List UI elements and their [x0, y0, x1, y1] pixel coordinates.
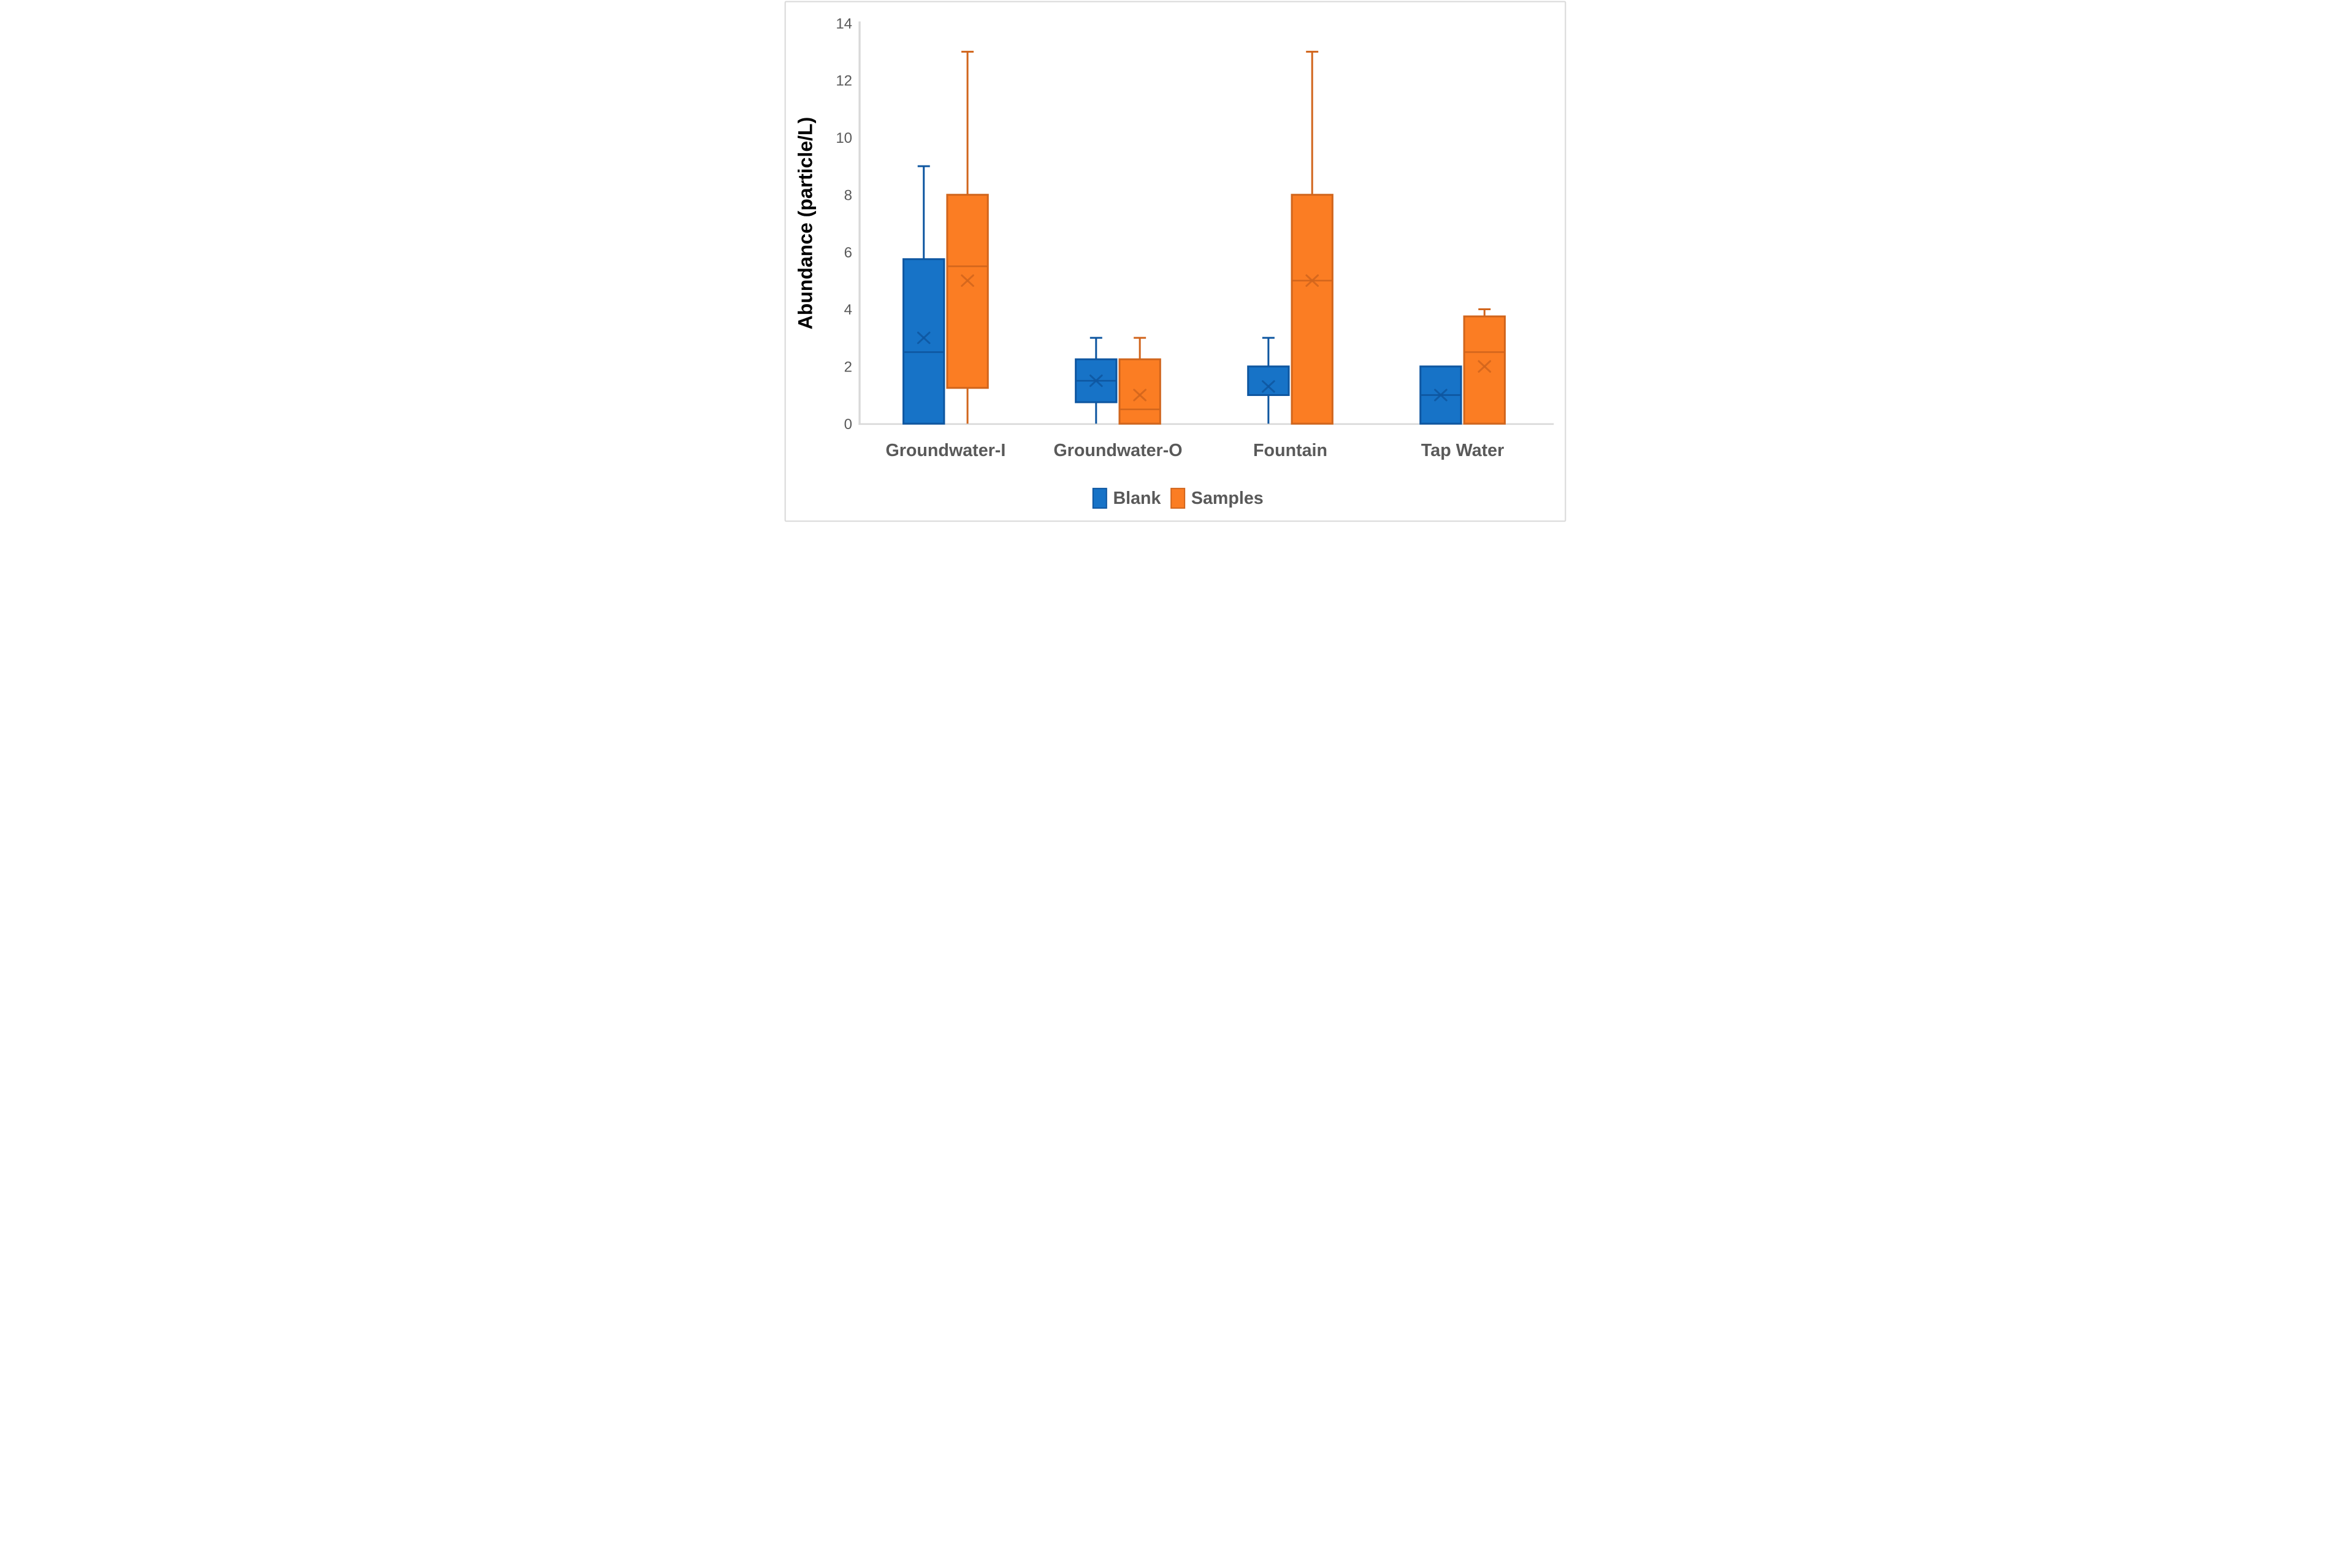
boxplot-figure: 0 2 4 6 8 10 12 14 Abundance (particle/L) Groun…: [783, 0, 1567, 523]
legend-label-samples: Samples: [1191, 489, 1263, 508]
y-tick-label-10: 10: [836, 130, 852, 147]
mean-x-marker: [917, 331, 931, 344]
category-label-fountain: Fountain: [1253, 441, 1327, 460]
legend-swatch-samples: [1170, 487, 1185, 509]
box-samples-tap-water: [1463, 308, 1506, 425]
legend-swatch-blank: [1092, 487, 1107, 509]
y-axis-title: Abundance (particle/L): [794, 117, 816, 330]
category-label-groundwater-i: Groundwater-I: [885, 441, 1005, 460]
iqr-box: [902, 258, 945, 425]
mean-x-marker: [1132, 389, 1146, 402]
iqr-box: [1291, 194, 1333, 425]
mean-x-marker: [1433, 389, 1448, 402]
mean-x-marker: [1089, 374, 1103, 387]
y-tick-label-8: 8: [844, 187, 852, 204]
box-blank-groundwater-o: [1074, 337, 1117, 424]
x-category-labels: Groundwater-I Groundwater-O Fountain Tap…: [885, 441, 1504, 460]
figure-border: [784, 1, 1566, 522]
y-tick-label-12: 12: [836, 73, 852, 89]
y-tick-label-6: 6: [844, 245, 852, 261]
mean-x-marker: [1305, 274, 1319, 287]
iqr-box: [1463, 315, 1506, 425]
box-blank-fountain: [1246, 337, 1290, 424]
box-blank-tap-water: [1419, 365, 1462, 425]
y-tick-label-0: 0: [844, 416, 852, 433]
series-layer: [902, 50, 1506, 425]
box-samples-groundwater-i: [945, 50, 989, 424]
box-samples-fountain: [1291, 50, 1333, 425]
mean-x-marker: [1261, 380, 1275, 393]
category-label-groundwater-o: Groundwater-O: [1053, 441, 1182, 460]
axes-layer: 0 2 4 6 8 10 12 14: [836, 15, 1554, 433]
mean-x-marker: [1477, 360, 1491, 373]
box-blank-groundwater-i: [902, 165, 945, 425]
y-tick-label-14: 14: [836, 15, 852, 32]
iqr-box: [1246, 365, 1290, 396]
iqr-box: [945, 194, 989, 389]
category-label-tap-water: Tap Water: [1421, 441, 1503, 460]
legend: Blank Samples: [1092, 487, 1263, 509]
box-samples-groundwater-o: [1118, 337, 1161, 425]
legend-label-blank: Blank: [1113, 489, 1161, 508]
iqr-box: [1118, 358, 1161, 425]
mean-x-marker: [960, 274, 974, 287]
y-tick-label-2: 2: [844, 359, 852, 375]
y-tick-label-4: 4: [844, 302, 852, 318]
box-whisker-chart: 0 2 4 6 8 10 12 14 Abundance (particle/L) Groun…: [783, 0, 1567, 523]
